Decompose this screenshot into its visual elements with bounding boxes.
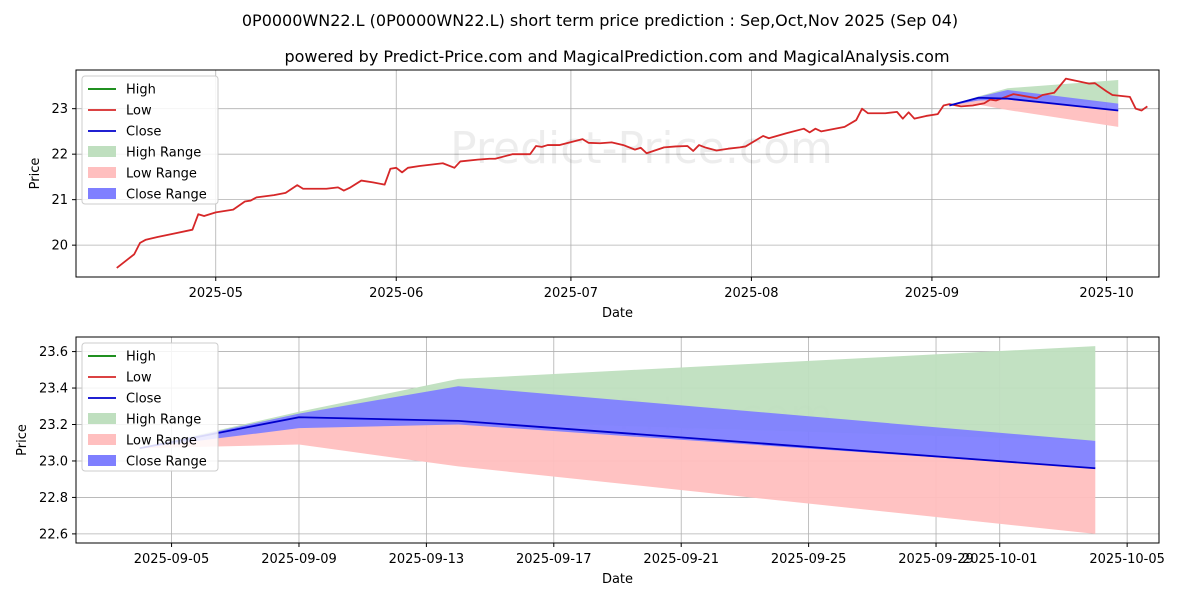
- low-legend-label: Low: [126, 104, 152, 119]
- high-range-legend-label: High Range: [126, 146, 201, 161]
- x-tick-label: 2025-09-13: [389, 552, 465, 567]
- bottom-panel: Predict-Price.com2025-09-052025-09-09202…: [15, 336, 1165, 587]
- y-tick-label: 21: [51, 193, 68, 208]
- y-tick-label: 22.8: [39, 491, 68, 506]
- x-tick-label: 2025-09-25: [771, 552, 847, 567]
- y-tick-label: 23.6: [39, 345, 68, 360]
- close-series-line: [949, 96, 1119, 112]
- legend: High Low Close High Range Low Range Close Ran…: [81, 75, 219, 205]
- close-legend-label: Close: [126, 392, 161, 407]
- high-range-legend-swatch: [88, 413, 116, 424]
- axes-frame: [75, 336, 1160, 544]
- close-legend-label: Close: [126, 125, 161, 140]
- y-tick-label: 22.6: [39, 527, 68, 542]
- x-tick-label: 2025-09-17: [516, 552, 592, 567]
- plot-area: [116, 77, 1148, 269]
- high-legend-label: High: [126, 350, 156, 365]
- close-range-legend-swatch: [88, 455, 116, 466]
- low-series-line: [116, 77, 1148, 269]
- y-axis-label: Price: [15, 424, 30, 456]
- close-range-band: [139, 386, 1096, 469]
- low-range-legend-swatch: [88, 167, 116, 178]
- close-range-legend-label: Close Range: [126, 455, 207, 470]
- low-range-band: [949, 97, 1119, 127]
- high-range-legend-swatch: [88, 146, 116, 157]
- low-range-band: [139, 417, 1096, 534]
- x-tick-label: 2025-10-05: [1089, 552, 1165, 567]
- x-tick-label: 2025-09-09: [261, 552, 337, 567]
- y-tick-label: 23.0: [39, 454, 68, 469]
- high-range-legend-label: High Range: [126, 413, 201, 428]
- y-tick-label: 23: [51, 102, 68, 117]
- legend: High Low Close High Range Low Range Close Ran…: [81, 342, 219, 472]
- close-range-legend-swatch: [88, 188, 116, 199]
- x-tick-label: 2025-09: [905, 286, 959, 301]
- axes-frame: [75, 69, 1160, 278]
- x-tick-label: 2025-10: [1079, 286, 1133, 301]
- chart-subtitle: powered by Predict-Price.com and Magical…: [284, 47, 949, 66]
- y-tick-label: 22: [51, 148, 68, 163]
- x-tick-label: 2025-05: [189, 286, 243, 301]
- x-axis-label: Date: [602, 306, 633, 321]
- x-tick-label: 2025-07: [544, 286, 598, 301]
- y-tick-label: 20: [51, 239, 68, 254]
- chart-title: 0P0000WN22.L (0P0000WN22.L) short term p…: [242, 11, 958, 30]
- x-tick-label: 2025-09-05: [134, 552, 210, 567]
- close-series-line: [139, 416, 1096, 470]
- low-range-legend-label: Low Range: [126, 167, 197, 182]
- low-legend-label: Low: [126, 371, 152, 386]
- low-range-legend-swatch: [88, 434, 116, 445]
- x-axis-label: Date: [602, 572, 633, 587]
- x-tick-label: 2025-06: [369, 286, 423, 301]
- close-range-legend-label: Close Range: [126, 188, 207, 203]
- high-legend-label: High: [126, 83, 156, 98]
- low-range-legend-label: Low Range: [126, 434, 197, 449]
- x-tick-label: 2025-09-29: [898, 552, 974, 567]
- x-tick-label: 2025-10-01: [962, 552, 1038, 567]
- x-tick-label: 2025-09-21: [643, 552, 719, 567]
- plot-area: [139, 346, 1096, 534]
- y-axis-label: Price: [28, 158, 43, 190]
- y-tick-label: 23.4: [39, 382, 68, 397]
- y-tick-label: 23.2: [39, 418, 68, 433]
- x-tick-label: 2025-08: [724, 286, 778, 301]
